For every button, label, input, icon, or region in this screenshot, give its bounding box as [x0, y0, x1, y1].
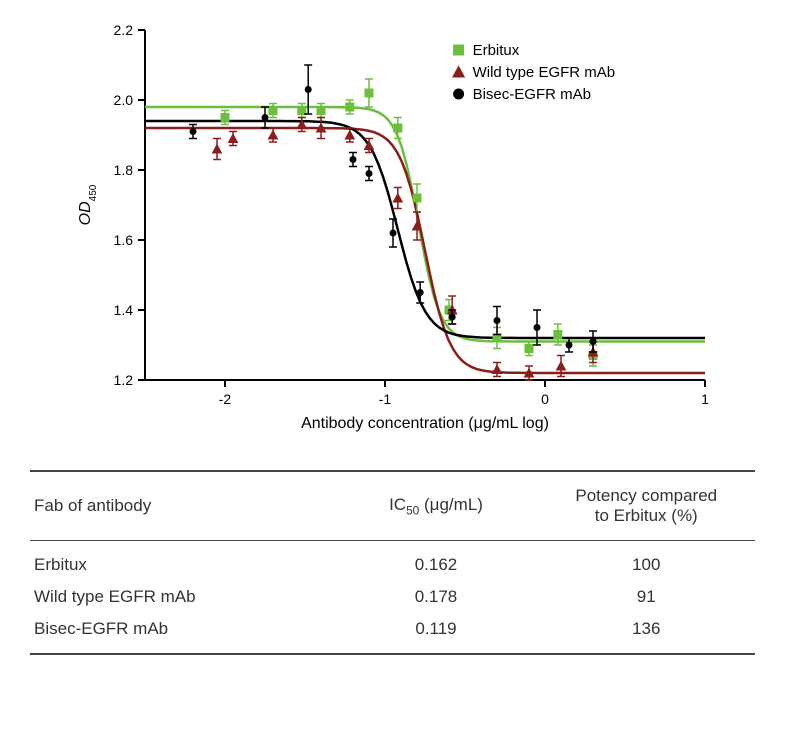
svg-text:1: 1 [701, 391, 709, 407]
cell-potency: 91 [538, 581, 756, 613]
ic50-table-wrapper: Fab of antibody IC50 (μg/mL) Potency com… [30, 470, 755, 655]
svg-text:1.8: 1.8 [114, 162, 134, 178]
svg-text:2.0: 2.0 [114, 92, 134, 108]
table-row: Wild type EGFR mAb0.17891 [30, 581, 755, 613]
table-body: Erbitux0.162100Wild type EGFR mAb0.17891… [30, 541, 755, 655]
table-head: Fab of antibody IC50 (μg/mL) Potency com… [30, 471, 755, 541]
cell-potency: 100 [538, 541, 756, 582]
dose-response-chart: -2 -1 0 1 1.2 1.4 1.6 1.8 2.0 2.2 Antibody concent… [55, 10, 745, 440]
page-root: -2 -1 0 1 1.2 1.4 1.6 1.8 2.0 2.2 Antibody concent… [0, 0, 785, 750]
cell-ic50: 0.162 [335, 541, 538, 582]
cell-fab: Bisec-EGFR mAb [30, 613, 335, 654]
cell-ic50: 0.178 [335, 581, 538, 613]
cell-ic50: 0.119 [335, 613, 538, 654]
cell-fab: Erbitux [30, 541, 335, 582]
svg-text:Erbitux: Erbitux [473, 42, 520, 59]
table-header-row: Fab of antibody IC50 (μg/mL) Potency com… [30, 471, 755, 541]
svg-text:Bisec-EGFR mAb: Bisec-EGFR mAb [473, 86, 591, 103]
col-header-potency: Potency comparedto Erbitux (%) [538, 471, 756, 541]
col-header-ic50: IC50 (μg/mL) [335, 471, 538, 541]
svg-text:-1: -1 [379, 391, 392, 407]
svg-text:2.2: 2.2 [114, 22, 134, 38]
svg-text:Wild type EGFR mAb: Wild type EGFR mAb [473, 64, 616, 81]
svg-text:1.6: 1.6 [114, 232, 134, 248]
svg-text:-2: -2 [219, 391, 232, 407]
svg-text:OD450: OD450 [77, 184, 99, 225]
svg-text:1.2: 1.2 [114, 372, 134, 388]
cell-fab: Wild type EGFR mAb [30, 581, 335, 613]
cell-potency: 136 [538, 613, 756, 654]
ic50-table: Fab of antibody IC50 (μg/mL) Potency com… [30, 470, 755, 655]
svg-text:1.4: 1.4 [114, 302, 134, 318]
col-header-fab: Fab of antibody [30, 471, 335, 541]
chart-svg: -2 -1 0 1 1.2 1.4 1.6 1.8 2.0 2.2 Antibody concent… [55, 10, 745, 440]
table-row: Erbitux0.162100 [30, 541, 755, 582]
svg-text:Antibody concentration (μg/mL: Antibody concentration (μg/mL log) [301, 415, 549, 432]
table-row: Bisec-EGFR mAb0.119136 [30, 613, 755, 654]
svg-text:0: 0 [541, 391, 549, 407]
